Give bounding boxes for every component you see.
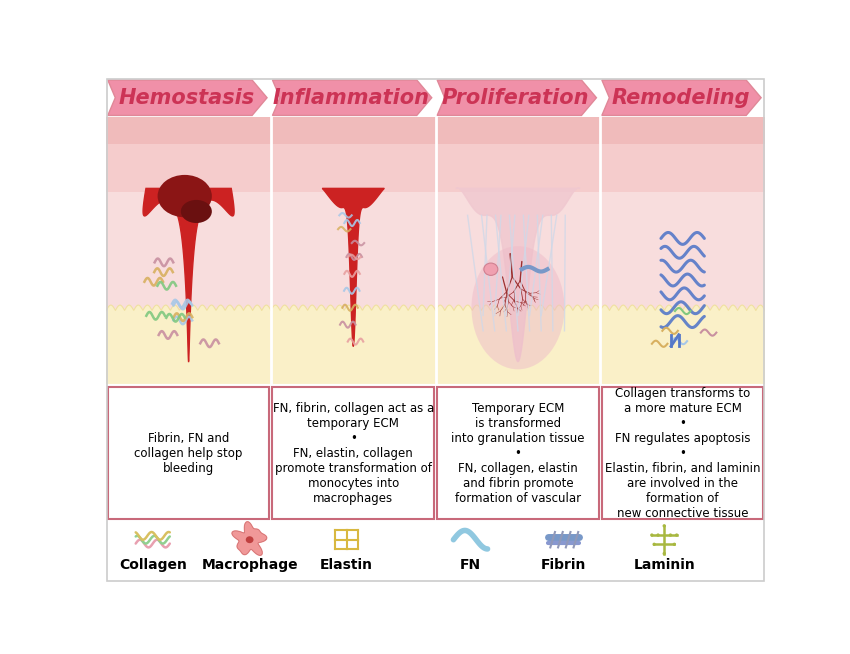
- Polygon shape: [456, 188, 580, 362]
- Polygon shape: [322, 188, 384, 346]
- Text: FN: FN: [460, 558, 481, 572]
- Text: Fibrin, FN and
collagen help stop
bleeding: Fibrin, FN and collagen help stop bleedi…: [134, 432, 243, 475]
- Text: Remodeling: Remodeling: [611, 88, 750, 108]
- Text: Fibrin: Fibrin: [541, 558, 586, 572]
- Polygon shape: [273, 80, 432, 116]
- Text: Hemostasis: Hemostasis: [118, 88, 254, 108]
- Text: Collagen: Collagen: [119, 558, 187, 572]
- FancyBboxPatch shape: [273, 387, 434, 519]
- Text: FN, fibrin, collagen act as a
temporary ECM
•
FN, elastin, collagen
promote tran: FN, fibrin, collagen act as a temporary …: [273, 402, 434, 505]
- Circle shape: [653, 543, 656, 546]
- Circle shape: [656, 534, 660, 537]
- Bar: [435, 144, 600, 192]
- Bar: [435, 311, 600, 386]
- Bar: [271, 311, 435, 386]
- Ellipse shape: [181, 200, 212, 223]
- Circle shape: [650, 534, 654, 537]
- Bar: [106, 192, 271, 311]
- Text: Proliferation: Proliferation: [442, 88, 590, 108]
- Circle shape: [675, 534, 678, 537]
- Text: Temporary ECM
is transformed
into granulation tissue
•
FN, collagen, elastin
and: Temporary ECM is transformed into granul…: [451, 402, 585, 505]
- Polygon shape: [143, 188, 234, 362]
- Bar: [600, 117, 765, 144]
- Bar: [435, 192, 600, 311]
- Text: Macrophage: Macrophage: [201, 558, 298, 572]
- Ellipse shape: [157, 175, 212, 217]
- Bar: [106, 117, 271, 144]
- Bar: [600, 144, 765, 192]
- Circle shape: [672, 543, 676, 546]
- Bar: [435, 117, 600, 144]
- Bar: [600, 311, 765, 386]
- Bar: [106, 144, 271, 192]
- Ellipse shape: [472, 246, 564, 370]
- FancyBboxPatch shape: [602, 387, 763, 519]
- Ellipse shape: [484, 263, 498, 275]
- FancyBboxPatch shape: [108, 387, 269, 519]
- Text: Laminin: Laminin: [633, 558, 695, 572]
- Polygon shape: [602, 80, 761, 116]
- Ellipse shape: [246, 536, 253, 543]
- Text: Elastin: Elastin: [320, 558, 373, 572]
- Bar: [271, 144, 435, 192]
- Circle shape: [669, 534, 672, 537]
- Polygon shape: [232, 522, 267, 555]
- FancyBboxPatch shape: [437, 387, 598, 519]
- Text: Inflammation: Inflammation: [273, 88, 429, 108]
- Bar: [271, 192, 435, 311]
- Bar: [600, 192, 765, 311]
- Bar: [271, 117, 435, 144]
- Text: Collagen transforms to
a more mature ECM
•
FN regulates apoptosis
•
Elastin, fib: Collagen transforms to a more mature ECM…: [605, 387, 761, 519]
- Circle shape: [662, 524, 666, 528]
- Circle shape: [662, 552, 666, 555]
- Polygon shape: [437, 80, 597, 116]
- Bar: [106, 311, 271, 386]
- Polygon shape: [108, 80, 267, 116]
